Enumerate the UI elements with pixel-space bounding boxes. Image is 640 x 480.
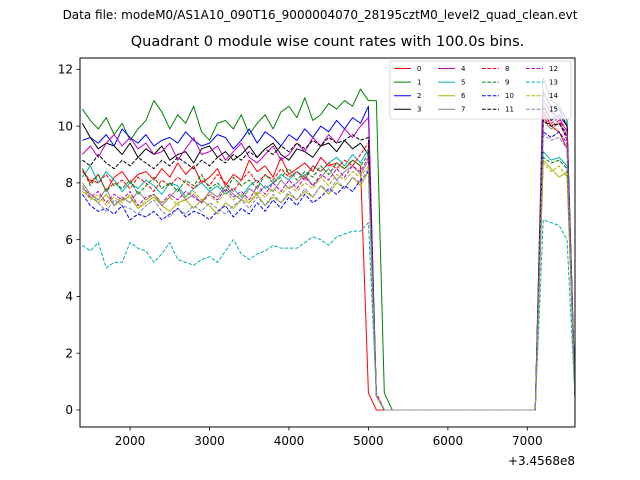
y-tick-label: 4 — [65, 290, 73, 304]
series-line-13 — [82, 219, 575, 411]
y-tick-label: 8 — [65, 176, 73, 190]
legend-label-4: 4 — [461, 65, 466, 73]
y-tick-label: 6 — [65, 233, 73, 247]
plot-lines — [81, 77, 575, 411]
x-tick-label: 3000 — [194, 434, 225, 448]
axes-frame — [79, 57, 576, 428]
series-line-3 — [81, 105, 575, 411]
legend-label-13: 13 — [549, 79, 558, 87]
series-line-15 — [82, 134, 575, 411]
x-axis-offset-label: +3.4568e8 — [508, 454, 575, 468]
legend-label-7: 7 — [461, 106, 465, 114]
y-axis-ticks: 0 2 4 6 8 10 12 — [58, 63, 80, 417]
series-line-9 — [81, 154, 575, 411]
legend-box — [389, 60, 572, 120]
figure-suptitle: Data file: modeM0/AS1A10_090T16_90000040… — [62, 8, 578, 22]
legend-label-3: 3 — [417, 106, 421, 114]
legend-label-0: 0 — [417, 65, 421, 73]
legend-label-12: 12 — [549, 65, 558, 73]
series-line-2 — [82, 91, 575, 411]
series-line-8 — [82, 117, 575, 411]
legend-label-15: 15 — [549, 106, 558, 114]
x-axis-ticks: 2000 3000 4000 5000 6000 7000 — [115, 427, 543, 448]
series-line-11 — [82, 119, 575, 411]
legend-label-5: 5 — [461, 79, 465, 87]
x-tick-label: 4000 — [274, 434, 305, 448]
legend-label-11: 11 — [505, 106, 514, 114]
x-tick-label: 5000 — [353, 434, 384, 448]
legend-label-14: 14 — [549, 92, 558, 100]
series-line-0 — [81, 111, 575, 411]
series-line-4 — [82, 100, 575, 411]
legend-label-9: 9 — [505, 79, 509, 87]
x-tick-label: 2000 — [115, 434, 146, 448]
y-tick-label: 0 — [65, 403, 73, 417]
y-tick-label: 2 — [65, 346, 73, 360]
series-line-12 — [81, 114, 575, 411]
y-tick-label: 10 — [58, 119, 73, 133]
x-tick-label: 6000 — [433, 434, 464, 448]
chart-title: Quadrant 0 module wise count rates with … — [130, 34, 525, 50]
legend-label-6: 6 — [461, 92, 466, 100]
y-tick-label: 12 — [58, 63, 73, 77]
legend-label-1: 1 — [417, 79, 421, 87]
legend-label-10: 10 — [505, 92, 514, 100]
series-line-1 — [81, 77, 575, 411]
legend-label-2: 2 — [417, 92, 421, 100]
x-tick-label: 7000 — [512, 434, 543, 448]
series-line-7 — [81, 119, 575, 411]
legend-label-8: 8 — [505, 65, 509, 73]
